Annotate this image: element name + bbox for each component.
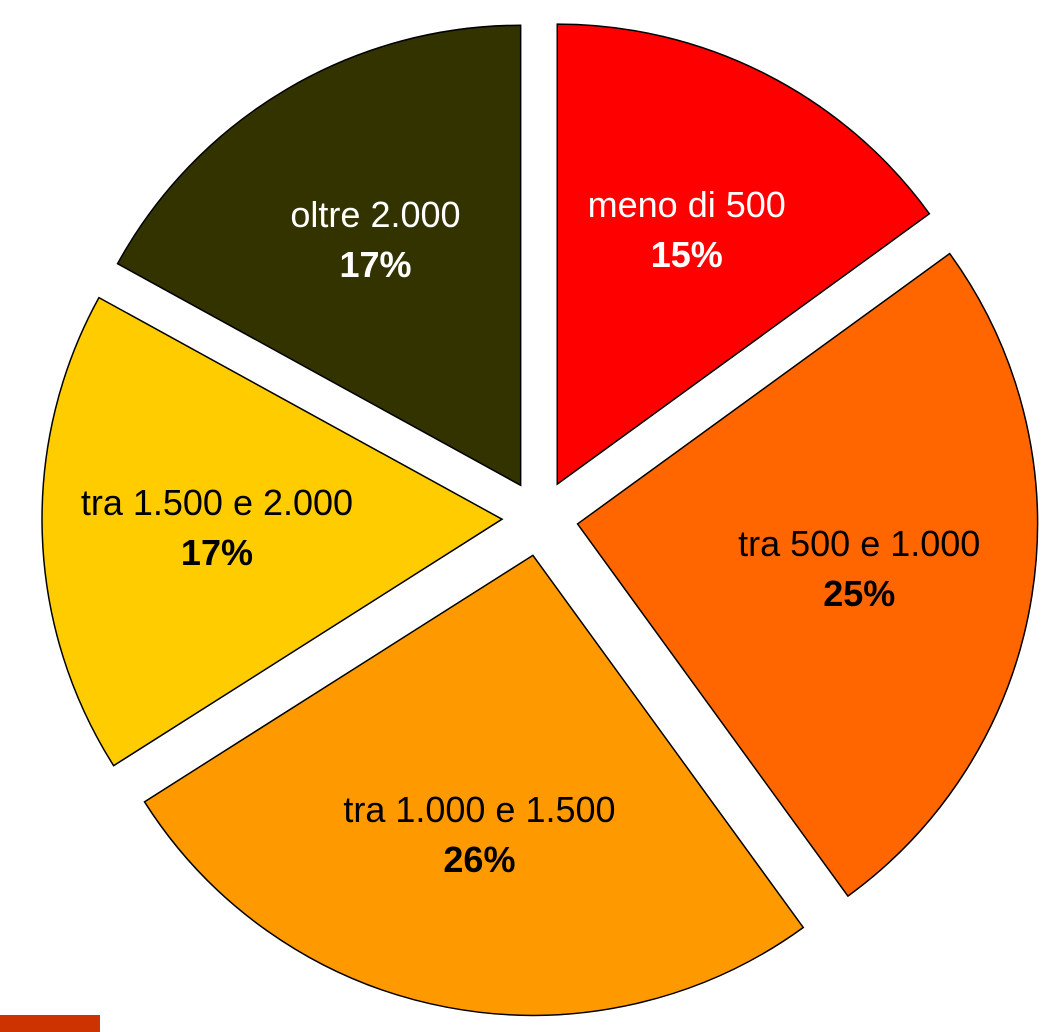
category-label: tra 500 e 1.000 bbox=[738, 522, 981, 564]
value-label: 25% bbox=[823, 572, 896, 614]
value-label: 15% bbox=[650, 234, 723, 276]
value-label: 26% bbox=[443, 839, 516, 881]
pie-slice bbox=[41, 296, 504, 767]
category-label: tra 1.500 e 2.000 bbox=[80, 482, 354, 524]
category-label: tra 1.000 e 1.500 bbox=[343, 789, 616, 831]
pie-slice bbox=[556, 23, 931, 486]
category-label: oltre 2.000 bbox=[290, 193, 461, 235]
decoration bbox=[0, 1015, 100, 1032]
slice-label: tra 1.500 e 2.000 17% bbox=[67, 478, 367, 578]
slice-label: oltre 2.000 17% bbox=[225, 190, 525, 290]
pie-slice bbox=[116, 24, 522, 487]
category-label: meno di 500 bbox=[587, 184, 786, 226]
value-label: 17% bbox=[339, 243, 412, 285]
pie-slice bbox=[143, 554, 805, 1017]
slice-label: tra 500 e 1.000 25% bbox=[709, 519, 1009, 619]
slice-label: tra 1.000 e 1.500 26% bbox=[329, 785, 629, 885]
value-label: 17% bbox=[180, 532, 253, 574]
slice-label: meno di 500 15% bbox=[537, 180, 837, 280]
pie-slice bbox=[576, 252, 1039, 898]
